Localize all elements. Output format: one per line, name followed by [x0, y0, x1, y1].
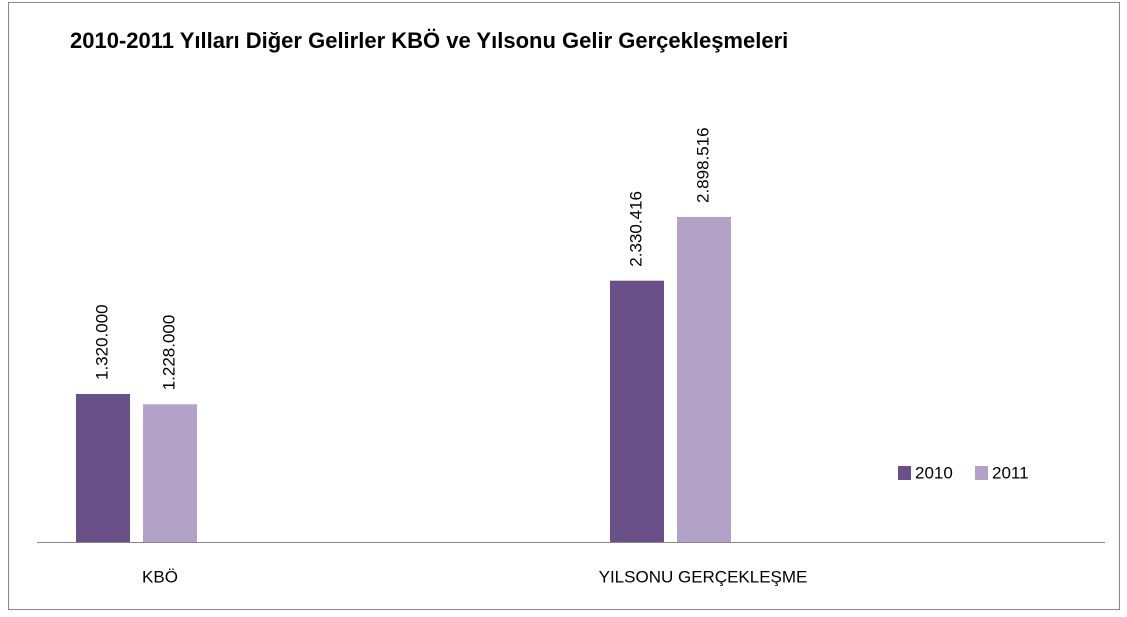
- bar: [76, 393, 130, 542]
- legend-swatch: [898, 466, 911, 480]
- legend-label: 2010: [915, 463, 953, 482]
- x-tick-label: KBÖ: [142, 567, 178, 586]
- chart-title: 2010-2011 Yılları Diğer Gelirler KBÖ ve …: [70, 28, 788, 53]
- legend-swatch: [975, 466, 988, 480]
- data-label: 1.228.000: [159, 315, 178, 391]
- data-label: 2.330.416: [626, 191, 645, 267]
- bar: [677, 217, 731, 542]
- x-tick-label: YILSONU GERÇEKLEŞME: [599, 567, 808, 586]
- legend-label: 2011: [992, 463, 1029, 482]
- bar: [610, 280, 664, 542]
- data-label: 1.320.000: [92, 304, 111, 380]
- data-label: 2.898.516: [693, 127, 712, 203]
- bar: [143, 404, 197, 542]
